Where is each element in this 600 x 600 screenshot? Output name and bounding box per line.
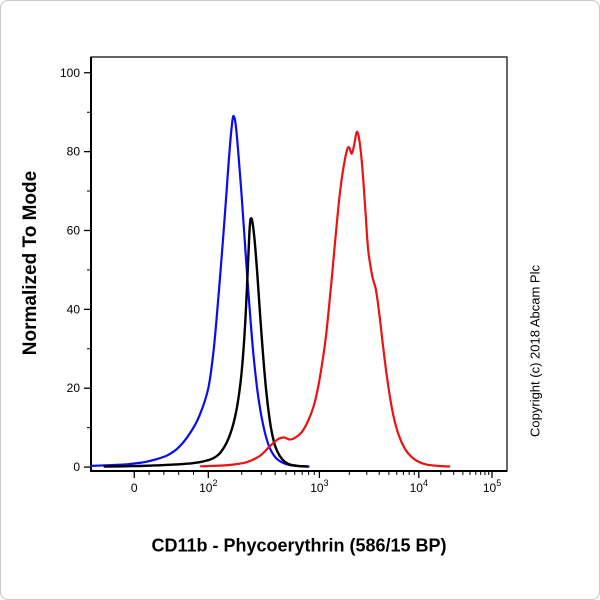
x-tick-label: 0 bbox=[131, 481, 138, 495]
x-tick-label: 102 bbox=[199, 478, 217, 495]
x-tick-label: 103 bbox=[310, 478, 328, 495]
x-tick-label: 105 bbox=[483, 478, 501, 495]
y-axis: 0 20 40 60 80 100 bbox=[60, 66, 91, 474]
x-axis: 0 102 103 104 105 bbox=[131, 471, 501, 495]
plot-frame bbox=[90, 56, 508, 472]
y-tick-label: 40 bbox=[67, 302, 81, 316]
y-tick-label: 60 bbox=[67, 223, 81, 237]
series-blue-curve bbox=[90, 114, 310, 468]
series-red-curve bbox=[199, 130, 451, 468]
x-axis-title: CD11b - Phycoerythrin (586/15 BP) bbox=[151, 535, 447, 556]
y-axis-title: Normalized To Mode bbox=[20, 170, 41, 356]
series-black-curve bbox=[103, 216, 309, 468]
x-tick-label: 104 bbox=[410, 478, 428, 495]
y-tick-label: 100 bbox=[60, 66, 80, 80]
y-tick-label: 20 bbox=[67, 381, 81, 395]
y-tick-label: 0 bbox=[73, 460, 80, 474]
copyright-text: Copyright (c) 2018 Abcam Plc bbox=[527, 265, 543, 437]
y-tick-label: 80 bbox=[67, 145, 81, 159]
